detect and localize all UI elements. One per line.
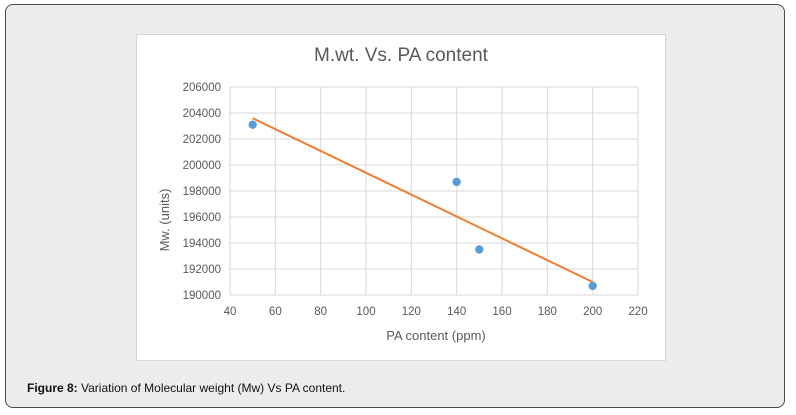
figure-frame: M.wt. Vs. PA content 190000 192000 194000 1…: [5, 4, 785, 408]
chart-title: M.wt. Vs. PA content: [314, 45, 488, 66]
x-tick-label: 100: [356, 306, 375, 318]
data-point: [588, 281, 597, 291]
x-tick-label: 60: [269, 306, 282, 318]
data-point: [452, 177, 461, 187]
trendline: [252, 117, 594, 283]
x-tick-label: 120: [402, 306, 421, 318]
data-points: [248, 120, 597, 291]
chart-area: M.wt. Vs. PA content 190000 192000 194000 1…: [136, 34, 666, 361]
x-tick-label: 80: [314, 306, 327, 318]
x-tick-label: 140: [447, 306, 466, 318]
y-tick-label: 202000: [183, 134, 221, 146]
chart-plot: 190000 192000 194000 196000 198000 200000 2020…: [157, 82, 648, 343]
data-point: [248, 120, 257, 129]
y-tick-label: 190000: [183, 290, 221, 302]
caption-label: Figure 8:: [27, 381, 78, 395]
y-tick-label: 204000: [183, 108, 221, 120]
y-tick-label: 198000: [183, 186, 221, 198]
y-tick-label: 206000: [183, 82, 221, 94]
data-point: [475, 245, 484, 254]
x-tick-label: 160: [492, 306, 511, 318]
trendline-layer: [252, 117, 594, 283]
caption-text: Variation of Molecular weight (Mw) Vs PA…: [77, 381, 346, 395]
x-tick-labels: 40 60 80 100 120 140 160 180 200 220: [224, 306, 648, 318]
x-tick-label: 200: [583, 306, 602, 318]
x-axis-label: PA content (ppm): [386, 328, 485, 343]
y-tick-label: 196000: [183, 212, 221, 224]
x-tick-label: 220: [628, 306, 647, 318]
grid: [229, 86, 639, 296]
y-tick-labels: 190000 192000 194000 196000 198000 200000 2020…: [183, 82, 221, 302]
x-tick-label: 180: [538, 306, 557, 318]
y-tick-label: 194000: [183, 238, 221, 250]
y-tick-label: 200000: [183, 160, 221, 172]
figure-caption: Figure 8: Variation of Molecular weight …: [27, 381, 345, 395]
y-tick-label: 192000: [183, 264, 221, 276]
x-tick-label: 40: [224, 306, 237, 318]
y-axis-label: Mw. (units): [157, 189, 172, 252]
